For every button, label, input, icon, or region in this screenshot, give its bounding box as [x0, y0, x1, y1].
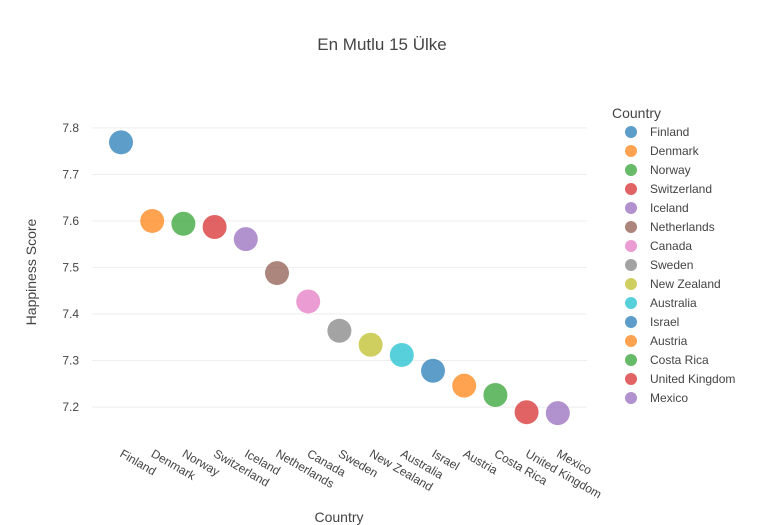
legend-marker: [625, 240, 637, 252]
legend-marker: [625, 259, 637, 271]
legend-label: Australia: [650, 296, 697, 310]
x-axis-title: Country: [314, 509, 363, 525]
legend-label: Denmark: [650, 144, 700, 158]
y-tick-label: 7.3: [62, 354, 79, 368]
legend-label: Norway: [650, 163, 691, 177]
legend-marker: [625, 335, 637, 347]
y-axis-title: Happiness Score: [23, 218, 39, 325]
y-tick-label: 7.5: [62, 261, 79, 275]
data-point-norway[interactable]: [171, 211, 196, 236]
legend-label: Canada: [650, 239, 692, 253]
legend-marker: [625, 392, 637, 404]
legend-item-denmark[interactable]: Denmark: [625, 144, 700, 158]
data-point-sweden[interactable]: [327, 318, 352, 343]
legend-item-iceland[interactable]: Iceland: [625, 201, 689, 215]
legend-marker: [625, 164, 637, 176]
legend-marker: [625, 373, 637, 385]
data-point-new-zealand[interactable]: [358, 332, 383, 357]
legend-marker: [625, 316, 637, 328]
legend-marker: [625, 202, 637, 214]
legend-marker: [625, 221, 637, 233]
legend: Country Finland Denmark Norway Switzerland I…: [612, 105, 735, 405]
legend-item-australia[interactable]: Australia: [625, 296, 697, 310]
y-axis-ticks: 7.2 7.3 7.4 7.5 7.6 7.7 7.8: [62, 121, 79, 414]
data-point-denmark[interactable]: [140, 208, 165, 233]
legend-item-finland[interactable]: Finland: [625, 125, 689, 139]
data-point-netherlands[interactable]: [265, 261, 289, 286]
legend-marker: [625, 126, 637, 138]
x-axis-ticks: FinlandDenmarkNorwaySwitzerlandIcelandNe…: [118, 446, 605, 501]
y-tick-label: 7.8: [62, 121, 79, 135]
legend-item-costa-rica[interactable]: Costa Rica: [625, 353, 709, 367]
legend-label: Finland: [650, 125, 689, 139]
data-point-switzerland[interactable]: [202, 215, 227, 240]
legend-item-netherlands[interactable]: Netherlands: [625, 220, 715, 234]
legend-label: Austria: [650, 334, 688, 348]
legend-marker: [625, 183, 637, 195]
y-tick-label: 7.2: [62, 400, 79, 414]
data-point-mexico[interactable]: [545, 401, 570, 426]
legend-label: Sweden: [650, 258, 693, 272]
legend-marker: [625, 297, 637, 309]
legend-label: Iceland: [650, 201, 689, 215]
legend-item-norway[interactable]: Norway: [625, 163, 691, 177]
legend-label: Switzerland: [650, 182, 712, 196]
legend-item-new-zealand[interactable]: New Zealand: [625, 277, 721, 291]
x-tick-label: Austria: [461, 446, 501, 477]
legend-label: Israel: [650, 315, 679, 329]
data-point-austria[interactable]: [452, 373, 477, 398]
data-point-finland[interactable]: [109, 130, 133, 155]
data-point-israel[interactable]: [421, 358, 445, 383]
legend-label: Costa Rica: [650, 353, 709, 367]
data-point-costa-rica[interactable]: [483, 382, 508, 407]
legend-label: Mexico: [650, 391, 688, 405]
y-tick-label: 7.7: [62, 167, 79, 181]
chart-title: En Mutlu 15 Ülke: [317, 35, 446, 54]
legend-items: Finland Denmark Norway Switzerland Iceland Ne…: [625, 125, 735, 405]
legend-item-sweden[interactable]: Sweden: [625, 258, 693, 272]
data-point-australia[interactable]: [389, 342, 414, 367]
data-point-canada[interactable]: [296, 289, 321, 314]
grid-lines: [92, 127, 587, 408]
legend-marker: [625, 278, 637, 290]
legend-marker: [625, 145, 637, 157]
data-point-united-kingdom[interactable]: [514, 400, 539, 425]
legend-title: Country: [612, 105, 661, 121]
data-points: [109, 130, 570, 426]
legend-label: Netherlands: [650, 220, 715, 234]
legend-item-united-kingdom[interactable]: United Kingdom: [625, 372, 735, 386]
legend-marker: [625, 354, 637, 366]
data-point-iceland[interactable]: [233, 227, 258, 252]
y-tick-label: 7.4: [62, 307, 79, 321]
legend-item-austria[interactable]: Austria: [625, 334, 688, 348]
legend-item-canada[interactable]: Canada: [625, 239, 692, 253]
y-tick-label: 7.6: [62, 214, 79, 228]
legend-item-israel[interactable]: Israel: [625, 315, 679, 329]
legend-label: New Zealand: [650, 277, 721, 291]
legend-item-switzerland[interactable]: Switzerland: [625, 182, 712, 196]
legend-label: United Kingdom: [650, 372, 735, 386]
legend-item-mexico[interactable]: Mexico: [625, 391, 688, 405]
